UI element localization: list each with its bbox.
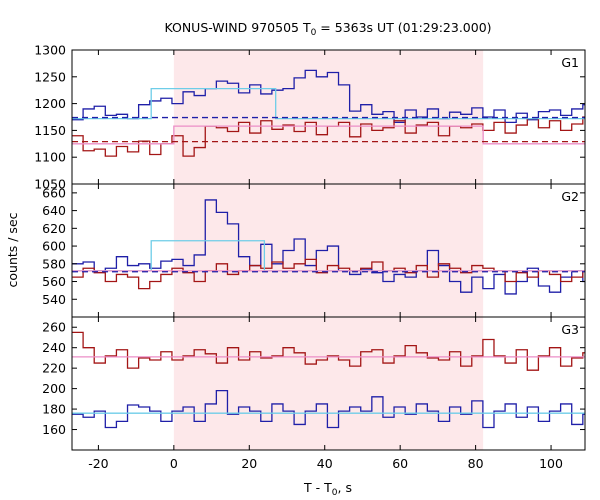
g3-ytick-label: 240 [42, 340, 66, 355]
g2-ytick-label: 640 [42, 203, 66, 218]
xtick-label: 0 [170, 456, 178, 471]
g1-series-3-pink_line-step [72, 125, 585, 145]
title-subscript: 0 [311, 28, 317, 38]
g1-ytick-label: 1100 [34, 150, 66, 165]
g2-ytick-label: 620 [42, 221, 66, 236]
g1-series-0-blue-step [72, 69, 585, 124]
xtick-label: 80 [468, 456, 484, 471]
g1-ytick-label: 1250 [34, 69, 66, 84]
title-rest: = 5363s UT (01:29:23.000) [316, 20, 491, 35]
g2-series-0-blue-step [72, 199, 585, 295]
g1-ytick-label: 1150 [34, 123, 66, 138]
g3-series-1-blue-step [72, 390, 585, 429]
g2-ytick-label: 560 [42, 274, 66, 289]
x-label-rest: , s [338, 480, 352, 495]
g3-ytick-label: 160 [42, 422, 66, 437]
xtick-label: 20 [241, 456, 257, 471]
panel-g2: 540 560 580 600 620 640 660 G2 [42, 183, 586, 318]
g1-ytick-label: 1200 [34, 96, 66, 111]
panel-g1: 1050 1100 1150 1200 1250 1300 G1 [34, 43, 586, 192]
g1-series-2-light_blue-step [72, 87, 585, 120]
g3-burst-interval-shade [173, 317, 484, 450]
xtick-label: -20 [88, 456, 108, 471]
g2-ytick-label: 600 [42, 239, 66, 254]
g2-ytick-label: 580 [42, 256, 66, 271]
xtick-label: 40 [317, 456, 333, 471]
g1-series-1-red-step [72, 116, 585, 157]
g2-ytick-label: 540 [42, 292, 66, 307]
g1-ytick-label: 1050 [34, 177, 66, 192]
g3-frame [71, 316, 586, 451]
xtick-label: 60 [392, 456, 408, 471]
title-main: KONUS-WIND 970505 T [164, 20, 310, 35]
g2-panel-label: G2 [561, 189, 579, 204]
g3-ytick-label: 180 [42, 402, 66, 417]
g2-ytick-label: 660 [42, 185, 66, 200]
g1-ytick-label: 1300 [34, 43, 66, 58]
g1-panel-label: G1 [561, 55, 579, 70]
x-label-subscript: 0 [332, 488, 338, 498]
chart-title: KONUS-WIND 970505 T0 = 5363s UT (01:29:2… [164, 20, 491, 38]
g3-ytick-label: 200 [42, 381, 66, 396]
g3-panel-label: G3 [561, 322, 579, 337]
x-label-main: T - T [303, 480, 332, 495]
g3-ytick-label: 220 [42, 361, 66, 376]
panel-g3: 160 180 200 220 240 260 -20 0 20 40 60 80 100 G3 [42, 316, 586, 471]
g3-ytick-label: 260 [42, 320, 66, 335]
xtick-label: 100 [539, 456, 563, 471]
y-axis-label: counts / sec [5, 212, 20, 287]
x-axis-label: T - T0, s [303, 480, 352, 498]
